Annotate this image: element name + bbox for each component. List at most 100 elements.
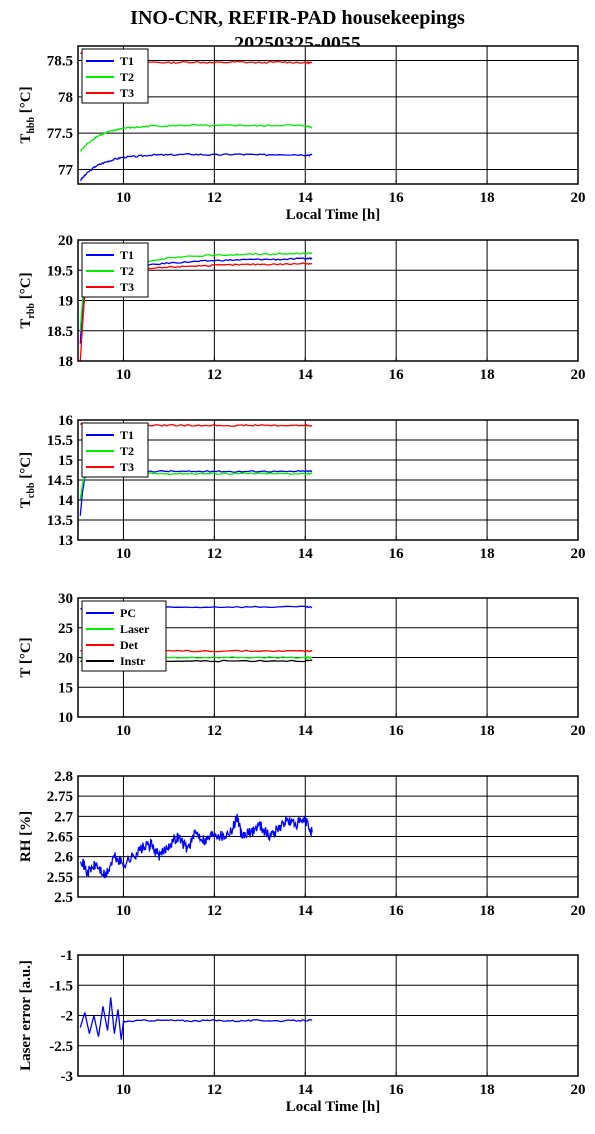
x-tick-label: 12 [207, 190, 222, 206]
legend: T1 T2 T3 [81, 422, 149, 478]
legend-entry-t3: T3 [120, 86, 134, 100]
chart-panel-4: 10 12 14 16 18 20 10 15 20 25 30 T [°C] PC Laser Det In… [18, 591, 586, 739]
legend-entry-t3: T3 [120, 460, 134, 474]
x-tick-label: 18 [480, 903, 495, 919]
plot-frame [77, 239, 579, 362]
x-tick-label: 14 [298, 723, 314, 739]
y-tick-label: -3 [61, 1069, 74, 1085]
x-tick-label: 14 [298, 190, 314, 206]
x-tick-label: 20 [571, 903, 586, 919]
x-tick-label: 12 [207, 546, 222, 562]
x-tick-label: 10 [116, 903, 131, 919]
legend-entry-t1: T1 [120, 428, 134, 442]
y-tick-label: 20 [58, 651, 73, 667]
y-tick-label: 2.75 [47, 789, 73, 805]
x-tick-label: 10 [116, 367, 131, 383]
y-tick-label: 2.55 [47, 870, 73, 886]
x-tick-label: 10 [116, 1082, 131, 1098]
y-tick-label: 15.5 [47, 433, 73, 449]
x-tick-label: 14 [298, 1082, 314, 1098]
legend: T1 T2 T3 [81, 48, 149, 104]
legend-entry-instr: Instr [120, 654, 146, 668]
legend-entry-laser: Laser [120, 622, 150, 636]
x-tick-label: 12 [207, 903, 222, 919]
x-tick-label: 18 [480, 723, 495, 739]
plot-frame [77, 45, 579, 185]
y-tick-label: 2.8 [54, 769, 73, 785]
y-tick-label: 77.5 [47, 126, 73, 142]
y-tick-label: 19.5 [47, 263, 73, 279]
series-line-t1 [79, 153, 313, 182]
y-tick-label: 15 [58, 453, 73, 469]
x-tick-label: 18 [480, 1082, 495, 1098]
legend: PC Laser Det Instr [81, 600, 167, 672]
x-tick-label: 20 [571, 367, 586, 383]
x-tick-label: 18 [480, 367, 495, 383]
y-axis-label: RH [%] [18, 811, 34, 862]
legend-entry-t2: T2 [120, 264, 134, 278]
y-tick-label: 19 [58, 294, 73, 310]
y-tick-label: 10 [58, 710, 73, 726]
x-axis-label: Local Time [h] [286, 207, 380, 223]
series-line-data [79, 813, 313, 879]
x-tick-label: 14 [298, 903, 314, 919]
x-tick-label: 16 [389, 1082, 405, 1098]
x-tick-label: 18 [480, 190, 495, 206]
legend-entry-pc: PC [120, 606, 136, 620]
x-tick-label: 20 [571, 723, 586, 739]
y-tick-label: 77 [58, 162, 74, 178]
y-tick-label: 13.5 [47, 513, 73, 529]
series-line-data [79, 997, 313, 1040]
y-tick-label: 2.6 [54, 850, 73, 866]
y-tick-label: -1.5 [49, 978, 73, 994]
x-tick-label: 20 [571, 546, 586, 562]
x-tick-label: 14 [298, 367, 314, 383]
x-tick-label: 12 [207, 723, 222, 739]
y-axis-label: T [°C] [18, 637, 34, 677]
x-tick-label: 10 [116, 190, 131, 206]
y-axis-label: Tcbb [°C] [18, 452, 37, 508]
plot-area [78, 46, 578, 184]
x-tick-label: 12 [207, 1082, 222, 1098]
legend-entry-t2: T2 [120, 70, 134, 84]
x-tick-label: 16 [389, 190, 405, 206]
y-tick-label: 25 [58, 621, 73, 637]
x-tick-label: 16 [389, 903, 405, 919]
y-tick-label: 30 [58, 591, 73, 607]
x-axis-label: Local Time [h] [286, 1099, 380, 1115]
y-tick-label: -2 [61, 1009, 74, 1025]
y-axis-label: Laser error [a.u.] [18, 960, 34, 1071]
x-tick-label: 20 [571, 1082, 586, 1098]
x-tick-label: 16 [389, 546, 405, 562]
chart-panel-3: 10 12 14 16 18 20 13 13.5 14 14.5 15 15.5 16 Tcbb [°C… [18, 413, 586, 562]
figure-title-line1: INO-CNR, REFIR-PAD housekeepings [130, 7, 465, 29]
y-axis-label: Trbb [°C] [18, 272, 37, 328]
legend-entry-t2: T2 [120, 444, 134, 458]
y-tick-label: 2.7 [54, 809, 73, 825]
x-tick-label: 12 [207, 367, 222, 383]
y-tick-label: 15 [58, 680, 73, 696]
series-line-t2 [79, 123, 313, 152]
legend: T1 T2 T3 [81, 242, 149, 298]
legend-entry-t3: T3 [120, 280, 134, 294]
plot-frame [77, 419, 579, 541]
legend-entry-t1: T1 [120, 248, 134, 262]
plot-frame [77, 597, 579, 718]
y-tick-label: 18.5 [47, 324, 73, 340]
y-tick-label: 2.65 [47, 830, 73, 846]
chart-panel-5: 10 12 14 16 18 20 2.5 2.55 2.6 2.65 2.7 2.75 2.8 RH [… [18, 769, 586, 919]
chart-panel-1: 10 12 14 16 18 20 77 77.5 78 78.5 Local Time [h] Th… [18, 45, 586, 223]
y-tick-label: 18 [58, 354, 73, 370]
x-tick-label: 10 [116, 546, 131, 562]
plot-frame [77, 954, 579, 1077]
x-tick-label: 16 [389, 367, 405, 383]
plot-frame [77, 775, 579, 898]
y-axis-label: Thbb [°C] [18, 86, 37, 143]
legend-entry-det: Det [120, 638, 138, 652]
y-tick-label: -1 [61, 948, 74, 964]
y-tick-label: 2.5 [54, 890, 73, 906]
x-tick-label: 14 [298, 546, 314, 562]
x-tick-label: 18 [480, 546, 495, 562]
x-tick-label: 16 [389, 723, 405, 739]
